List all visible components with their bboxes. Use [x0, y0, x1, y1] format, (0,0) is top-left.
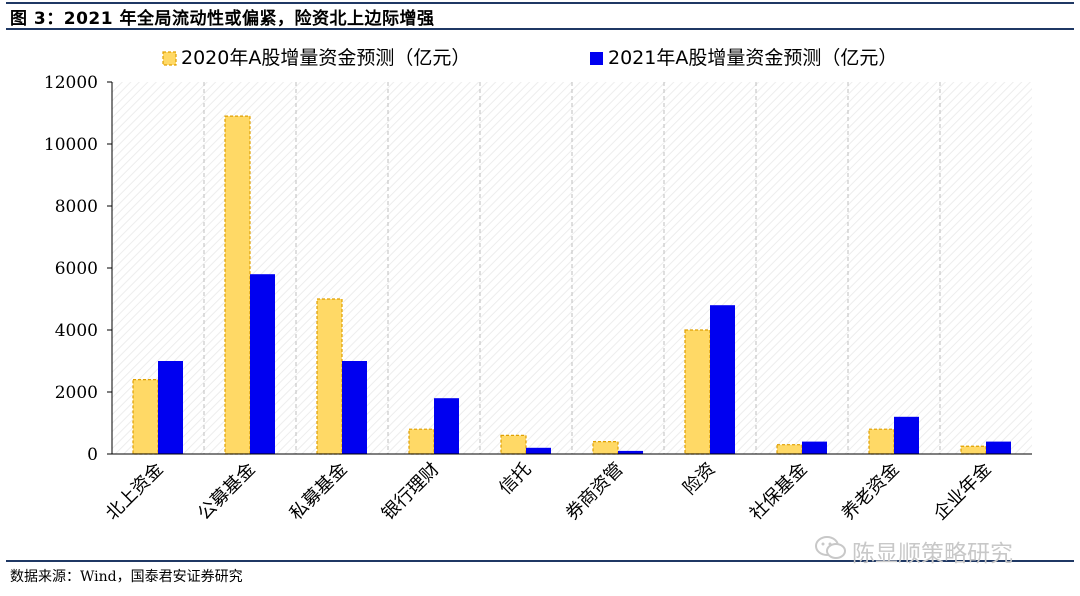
y-tick-label: 2000 — [55, 383, 98, 403]
legend-swatch-2021 — [590, 52, 603, 65]
bar-2020 — [500, 434, 527, 455]
wechat-icon — [815, 536, 846, 559]
x-tick-label: 私募基金 — [286, 459, 352, 525]
y-tick-label: 10000 — [44, 135, 98, 155]
bottom-rule — [6, 560, 1074, 562]
bar-2021 — [986, 441, 1011, 454]
bar-2020 — [224, 115, 251, 455]
bar-2021 — [250, 274, 275, 454]
bar-2021 — [526, 447, 551, 454]
y-tick-label: 0 — [87, 445, 98, 465]
x-tick-label: 信托 — [495, 459, 535, 499]
y-tick-label: 8000 — [55, 197, 98, 217]
legend-label: 2021年A股增量资金预测（亿元） — [608, 47, 897, 69]
bar-2021 — [618, 450, 643, 454]
legend-label: 2020年A股增量资金预测（亿元） — [181, 47, 470, 69]
watermark-text: 陈显顺策略研究 — [852, 541, 1013, 567]
bar-2020 — [592, 441, 619, 455]
figure-title: 图 3：2021 年全局流动性或偏紧，险资北上边际增强 — [10, 9, 435, 29]
bar-2021 — [710, 305, 735, 454]
legend-swatch-2020 — [162, 51, 177, 66]
bar-2021 — [894, 416, 919, 454]
x-tick-label: 社保基金 — [746, 459, 812, 525]
x-tick-label: 银行理财 — [378, 459, 444, 525]
x-tick-label: 企业年金 — [930, 459, 996, 525]
bar-2021 — [342, 361, 367, 454]
bar-2020 — [868, 428, 895, 455]
top-rule — [6, 2, 1074, 4]
title-rule — [6, 28, 1074, 30]
x-tick-label: 险资 — [679, 459, 719, 499]
source-note: 数据来源：Wind，国泰君安证券研究 — [10, 569, 243, 585]
y-tick-label: 6000 — [55, 259, 98, 279]
y-tick-label: 12000 — [44, 73, 98, 93]
bar-2020 — [776, 444, 803, 455]
x-tick-label: 公募基金 — [194, 459, 260, 525]
bar-2020 — [408, 428, 435, 455]
bar-2021 — [434, 398, 459, 454]
bar-2021 — [158, 361, 183, 454]
bar-2020 — [316, 298, 343, 455]
bar-2021 — [802, 441, 827, 454]
x-tick-label: 券商资管 — [562, 459, 628, 525]
bar-2020 — [960, 445, 987, 455]
x-tick-label: 养老资金 — [838, 459, 904, 525]
y-tick-label: 4000 — [55, 321, 98, 341]
bar-2020 — [684, 329, 711, 455]
x-tick-label: 北上资金 — [102, 459, 168, 525]
bar-2020 — [132, 379, 159, 455]
